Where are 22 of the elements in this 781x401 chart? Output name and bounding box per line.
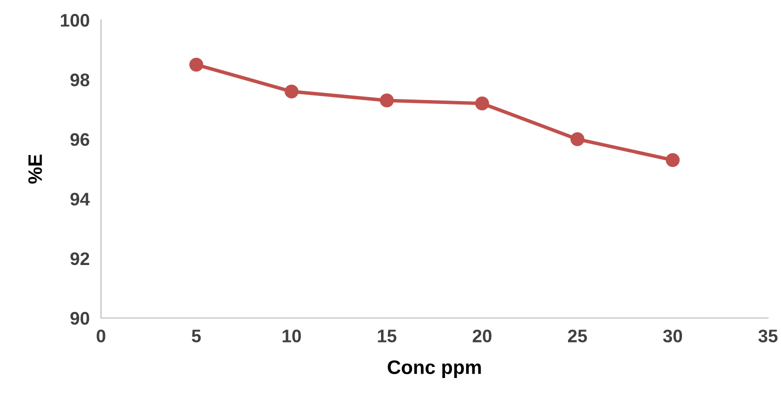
y-tick-label: 90 xyxy=(70,312,90,325)
x-tick-label: 15 xyxy=(378,330,396,342)
x-tick-label: 35 xyxy=(758,330,778,342)
x-axis-title: Conc ppm xyxy=(388,360,481,378)
y-tick-label: 100 xyxy=(60,14,90,27)
y-axis-title: %E xyxy=(28,154,42,184)
y-tick-label: 96 xyxy=(70,133,90,146)
point xyxy=(284,84,299,98)
x-tick-label: 30 xyxy=(663,330,682,342)
x-tick-label: 5 xyxy=(192,330,201,342)
y-tick-label: 94 xyxy=(70,192,90,206)
x-tick-label: 25 xyxy=(568,330,587,342)
x-tick-label: 10 xyxy=(282,330,301,342)
point xyxy=(666,153,680,168)
point xyxy=(475,96,490,110)
point xyxy=(380,94,394,108)
point xyxy=(570,132,584,146)
x-tick-label: 0 xyxy=(96,330,106,342)
x-tick-label: 20 xyxy=(472,330,492,342)
y-tick-label: 98 xyxy=(70,74,90,86)
y-tick-label: 92 xyxy=(70,252,90,266)
point xyxy=(189,58,204,72)
